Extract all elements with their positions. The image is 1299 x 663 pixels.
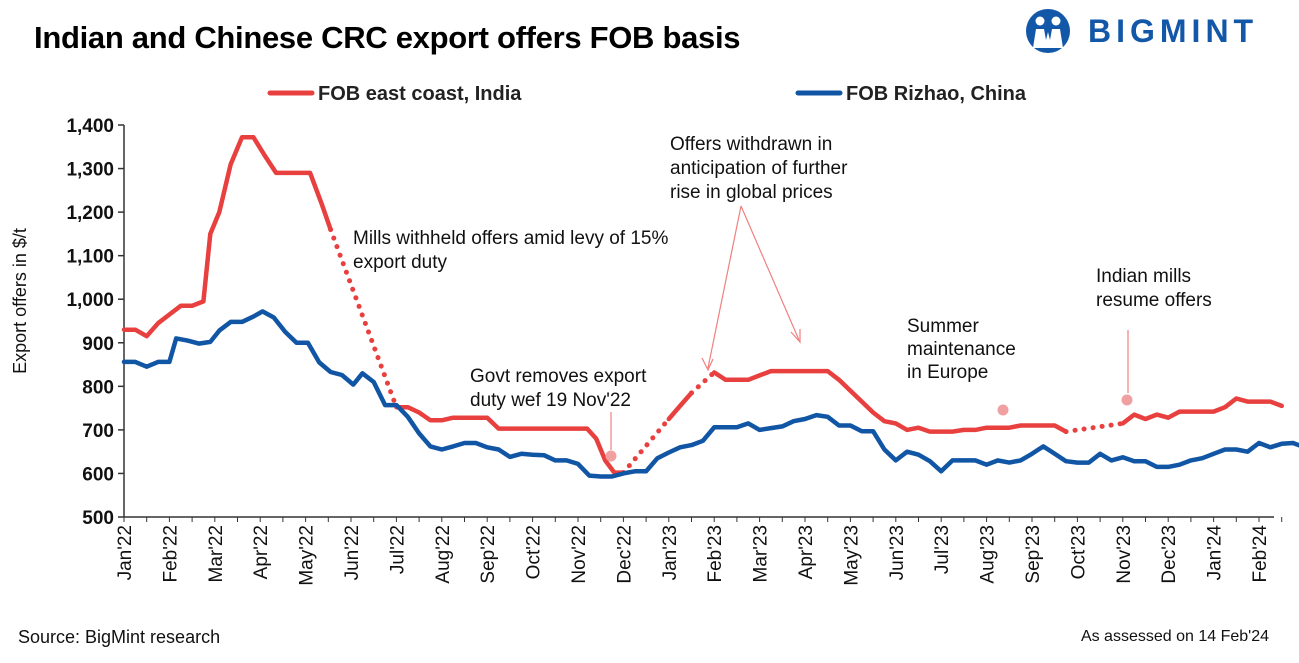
x-tick-label: Apr'22 — [251, 525, 272, 579]
x-tick-label: Apr'23 — [796, 525, 817, 579]
y-tick-label: 500 — [82, 508, 114, 529]
x-tick-label: Feb'24 — [1250, 525, 1271, 583]
chart-title: Indian and Chinese CRC export offers FOB… — [34, 20, 741, 55]
annotation-line: Summer — [907, 316, 979, 337]
x-tick-label: Nov'22 — [569, 525, 590, 584]
annotation-line: in Europe — [907, 362, 988, 383]
annotation-line: rise in global prices — [670, 182, 833, 203]
legend: FOB east coast, India FOB Rizhao, China — [267, 83, 1027, 105]
annotation-line: duty wef 19 Nov'22 — [470, 390, 631, 411]
annotation-line: resume offers — [1096, 290, 1212, 311]
x-tick-label: Dec'23 — [1159, 525, 1180, 584]
annotation-pointer — [707, 205, 742, 369]
y-tick-label: 1,200 — [66, 203, 114, 224]
y-axis-label: Export offers in $/t — [10, 228, 30, 374]
x-tick-label: Mar'22 — [206, 525, 227, 582]
annotation-line: anticipation of further — [670, 158, 848, 179]
legend-label: FOB east coast, India — [318, 83, 522, 105]
x-tick-label: Nov'23 — [1114, 525, 1135, 584]
annotations: Mills withheld offers amid levy of 15% ex… — [353, 134, 1212, 462]
x-tick-label: Feb'23 — [705, 525, 726, 583]
annotation-text: Summer maintenance in Europe — [907, 316, 1016, 383]
annotation-text: Indian mills resume offers — [1096, 266, 1212, 311]
y-tick-label: 700 — [82, 421, 114, 442]
series-gap-dotted — [689, 369, 717, 396]
annotation-line: export duty — [353, 252, 447, 273]
y-tick-label: 800 — [82, 377, 114, 398]
x-tick-label: Sep'22 — [478, 525, 499, 584]
annotation-pointer — [740, 205, 800, 341]
annotation-line: Mills withheld offers amid levy of 15% — [353, 228, 668, 249]
bigmint-people-icon — [1026, 9, 1070, 53]
series-gap-dotted — [620, 416, 672, 476]
brand-name: BIGMINT — [1088, 13, 1259, 49]
assessed-date: As assessed on 14 Feb'24 — [1080, 628, 1269, 645]
annotation-line: Indian mills — [1096, 266, 1191, 287]
source-note: Source: BigMint research — [18, 627, 221, 647]
annotation-text: Offers withdrawn in anticipation of furth… — [670, 134, 848, 203]
bigmint-logo: BIGMINT — [1024, 8, 1294, 54]
annotation-line: maintenance — [907, 339, 1016, 360]
x-tick-label: Oct'22 — [524, 525, 545, 579]
x-tick-label: Jan'22 — [115, 525, 136, 580]
y-tick-label: 600 — [82, 464, 114, 485]
x-tick-label: Dec'22 — [614, 525, 635, 584]
axes: 500 600 700 800 900 1,000 1,100 1,200 1,300 1,400… — [10, 116, 1283, 586]
x-tick-label: Jul'23 — [932, 525, 953, 574]
series-line — [711, 368, 1069, 434]
y-tick-label: 1,000 — [66, 290, 114, 311]
x-tick-label: Feb'22 — [160, 525, 181, 583]
x-tick-label: May'22 — [297, 525, 318, 586]
x-tick-label: Sep'23 — [1023, 525, 1044, 584]
annotation-line: Govt removes export — [470, 366, 647, 387]
series-line — [1120, 396, 1284, 426]
annotation-arrowhead — [790, 329, 801, 344]
y-tick-label: 1,100 — [66, 247, 114, 268]
series-line — [121, 134, 333, 339]
x-tick-label: Jun'22 — [342, 525, 363, 580]
annotation-marker — [1121, 394, 1133, 406]
series-gap-dotted — [1063, 420, 1126, 435]
x-tick-label: Aug'22 — [433, 525, 454, 584]
series-line — [394, 404, 626, 475]
series-china — [121, 309, 1299, 479]
series-layer — [121, 134, 1299, 479]
x-tick-label: Aug'23 — [978, 525, 999, 584]
annotation-text: Govt removes export duty wef 19 Nov'22 — [470, 366, 647, 411]
x-tick-label: Jul'22 — [387, 525, 408, 574]
legend-label: FOB Rizhao, China — [846, 83, 1027, 105]
y-tick-label: 1,300 — [66, 160, 114, 181]
y-tick-label: 1,400 — [66, 116, 114, 137]
annotation-arrowhead — [701, 357, 714, 372]
series-india — [121, 134, 1284, 476]
y-tick-label: 900 — [82, 334, 114, 355]
annotation-marker — [997, 404, 1009, 416]
x-tick-label: Mar'23 — [751, 525, 772, 582]
annotation-text: Mills withheld offers amid levy of 15% ex… — [353, 228, 668, 273]
x-tick-label: Oct'23 — [1068, 525, 1089, 579]
series-line — [121, 309, 1299, 479]
annotation-line: Offers withdrawn in — [670, 134, 832, 155]
x-tick-label: Jan'24 — [1205, 525, 1226, 581]
annotation-marker — [605, 450, 617, 462]
x-tick-label: May'23 — [841, 525, 862, 586]
x-tick-label: Jun'23 — [887, 525, 908, 580]
series-line — [666, 390, 694, 422]
x-tick-label: Jan'23 — [660, 525, 681, 580]
